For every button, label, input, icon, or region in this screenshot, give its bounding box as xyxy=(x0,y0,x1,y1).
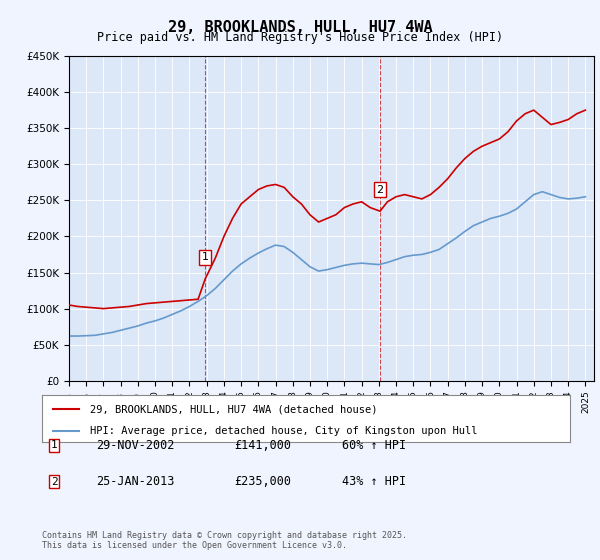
Text: 2: 2 xyxy=(50,477,58,487)
Text: Price paid vs. HM Land Registry's House Price Index (HPI): Price paid vs. HM Land Registry's House … xyxy=(97,31,503,44)
Text: £141,000: £141,000 xyxy=(234,438,291,452)
Text: HPI: Average price, detached house, City of Kingston upon Hull: HPI: Average price, detached house, City… xyxy=(89,426,477,436)
Text: 43% ↑ HPI: 43% ↑ HPI xyxy=(342,475,406,488)
Text: 29-NOV-2002: 29-NOV-2002 xyxy=(96,438,175,452)
Text: £235,000: £235,000 xyxy=(234,475,291,488)
Text: 1: 1 xyxy=(50,440,58,450)
Text: 25-JAN-2013: 25-JAN-2013 xyxy=(96,475,175,488)
Text: 29, BROOKLANDS, HULL, HU7 4WA (detached house): 29, BROOKLANDS, HULL, HU7 4WA (detached … xyxy=(89,404,377,414)
Text: 2: 2 xyxy=(376,185,383,194)
Text: 29, BROOKLANDS, HULL, HU7 4WA: 29, BROOKLANDS, HULL, HU7 4WA xyxy=(167,20,433,35)
Text: 1: 1 xyxy=(202,253,209,263)
Text: 60% ↑ HPI: 60% ↑ HPI xyxy=(342,438,406,452)
Text: Contains HM Land Registry data © Crown copyright and database right 2025.
This d: Contains HM Land Registry data © Crown c… xyxy=(42,530,407,550)
